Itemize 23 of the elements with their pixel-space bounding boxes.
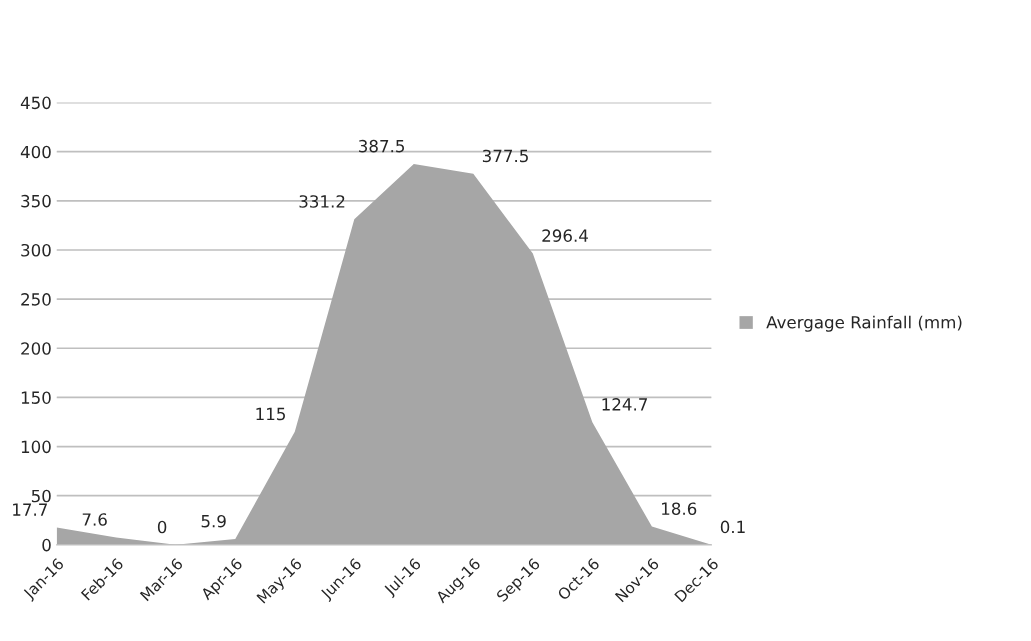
data-label: 296.4	[542, 229, 588, 242]
legend-label: Avergage Rainfall (mm)	[766, 315, 962, 332]
y-tick-label: 400	[20, 145, 51, 159]
data-label: 387.5	[359, 139, 405, 153]
y-tick-label: 250	[21, 293, 51, 306]
data-label: 124.7	[602, 398, 647, 411]
data-label: 0.1	[720, 520, 745, 534]
y-tick-label: 100	[21, 440, 51, 454]
y-tick-label: 450	[20, 96, 51, 110]
data-label: 5.9	[201, 514, 226, 528]
data-label: 377.5	[482, 149, 528, 163]
data-label: 331.2	[299, 195, 345, 208]
data-label: 0	[157, 520, 167, 534]
y-tick-label: 200	[21, 342, 51, 355]
data-label: 7.6	[82, 513, 107, 526]
data-label: 18.6	[662, 502, 697, 516]
data-label: 17.7	[13, 503, 47, 516]
y-tick-label: 300	[21, 243, 51, 257]
y-tick-label: 350	[21, 194, 51, 208]
y-tick-label: 0	[42, 538, 51, 552]
data-label: 115	[256, 407, 285, 421]
y-tick-label: 150	[21, 391, 51, 404]
y-tick-label: 50	[31, 489, 51, 503]
